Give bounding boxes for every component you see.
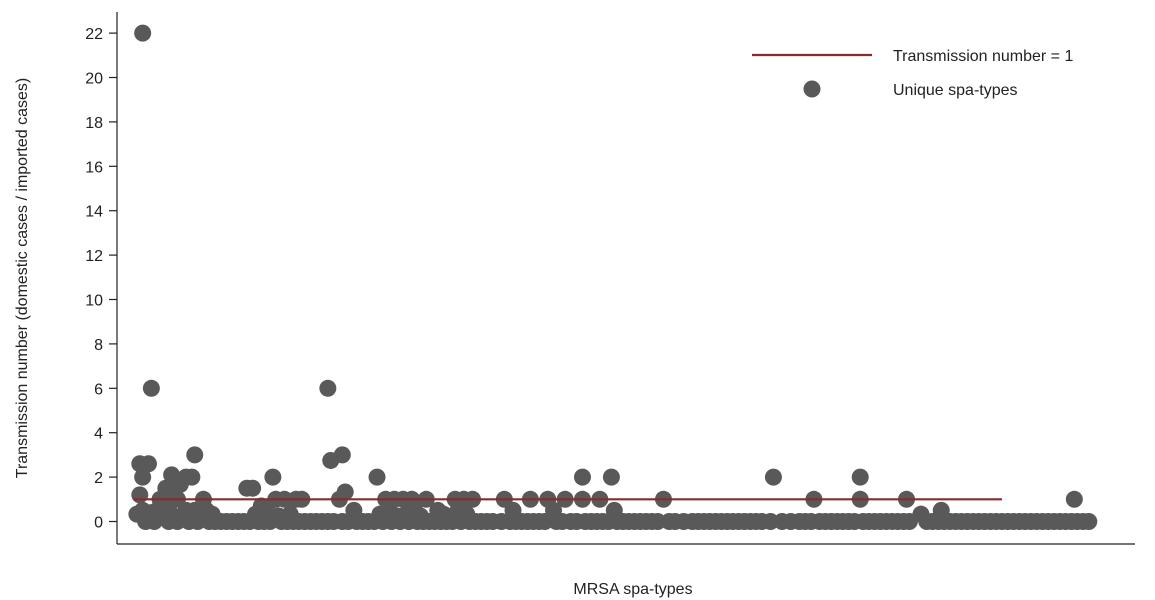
legend-label-reference-line: Transmission number = 1 — [893, 48, 1073, 65]
data-point — [333, 446, 351, 464]
y-tick-label: 18 — [85, 115, 103, 132]
plot-area — [128, 24, 1098, 530]
y-tick-label: 6 — [94, 381, 103, 398]
y-tick-label: 16 — [85, 159, 103, 176]
legend-marker-swatch — [803, 80, 821, 98]
data-point — [1065, 490, 1083, 508]
legend-label-series: Unique spa-types — [893, 82, 1018, 99]
y-tick-label: 14 — [85, 204, 103, 221]
axes — [116, 12, 1135, 545]
y-tick-label: 20 — [85, 71, 103, 88]
data-point — [764, 468, 782, 486]
x-axis-title: MRSA spa-types — [573, 581, 692, 598]
data-point — [602, 468, 620, 486]
data-point — [183, 468, 201, 486]
data-point — [1080, 513, 1098, 530]
data-point — [336, 483, 354, 501]
y-tick-label: 12 — [85, 248, 103, 265]
y-axis-title: Transmission number (domestic cases / im… — [14, 78, 31, 478]
y-tick-label: 2 — [94, 470, 103, 487]
y-tick-label: 22 — [85, 26, 103, 43]
data-point — [139, 455, 157, 473]
y-ticks: 0 2 4 6 8 10 12 14 16 18 20 22 — [85, 26, 117, 532]
data-point — [319, 379, 337, 397]
data-point — [264, 468, 282, 486]
data-point — [368, 468, 386, 486]
y-tick-label: 8 — [94, 337, 103, 354]
y-tick-label: 10 — [85, 293, 103, 310]
data-point — [134, 468, 152, 486]
data-point — [851, 468, 869, 486]
y-tick-label: 0 — [94, 515, 103, 532]
data-point — [186, 446, 204, 464]
data-point — [573, 468, 591, 486]
legend: Transmission number = 1 Unique spa-types — [752, 48, 1073, 99]
data-point — [142, 379, 160, 397]
data-point — [244, 479, 262, 497]
y-tick-label: 4 — [94, 426, 103, 443]
data-point — [134, 24, 152, 42]
data-point — [131, 486, 149, 504]
